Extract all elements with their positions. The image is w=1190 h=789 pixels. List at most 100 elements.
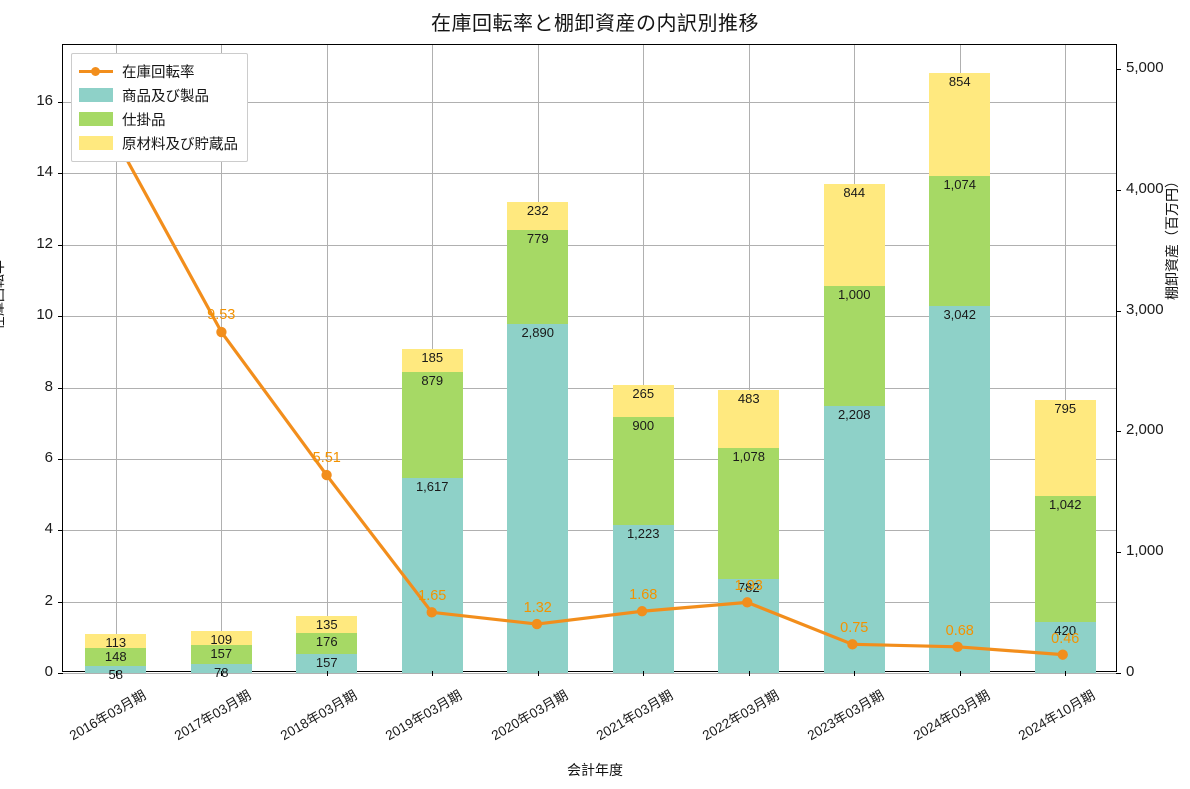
y-axis-left-tick-label: 12: [36, 234, 53, 252]
gridline-horizontal: [63, 673, 1116, 674]
bar-data-label: 1,074: [943, 176, 976, 192]
bar-data-label: 1,078: [732, 449, 765, 465]
x-axis-tick-label: 2023年03月期: [805, 687, 887, 744]
y-axis-left-tick-label: 0: [44, 663, 53, 680]
legend-color-swatch: [79, 88, 113, 102]
y-axis-left-tick-label: 8: [44, 377, 53, 395]
bar-segment: [296, 654, 358, 673]
x-axis-tick-label: 2024年10月期: [1016, 687, 1098, 744]
legend-item[interactable]: 在庫回転率: [79, 59, 238, 83]
x-tick-mark: [115, 671, 117, 676]
bar-data-label: 265: [632, 385, 655, 401]
y-axis-left-tick-label: 6: [44, 448, 53, 466]
legend-item[interactable]: 仕掛品: [79, 107, 238, 131]
x-tick-mark: [221, 671, 223, 676]
bar-data-label: 232: [526, 202, 549, 218]
y-right-tick-mark: [1116, 673, 1121, 674]
y-right-tick-mark: [1116, 310, 1121, 312]
x-tick-mark: [748, 671, 750, 676]
y-axis-right-tick-label: 3,000: [1126, 300, 1164, 318]
bar-data-label: 157: [210, 645, 233, 661]
bar-segment: [612, 416, 674, 526]
x-axis-label: 会計年度: [567, 762, 623, 778]
line-data-label: 0.46: [1051, 630, 1080, 647]
y-axis-right-tick-label: 1,000: [1126, 542, 1164, 560]
legend-item[interactable]: 原材料及び貯蔵品: [79, 131, 238, 155]
gridline-horizontal: [63, 102, 1116, 104]
line-path: [114, 138, 1065, 657]
bar-data-label: 795: [1054, 401, 1077, 417]
y-left-tick-mark: [58, 102, 63, 104]
bar-data-label: 900: [632, 417, 655, 433]
bar-data-label: 2,208: [837, 407, 871, 423]
chart-legend: 在庫回転率商品及び製品 仕掛品原材料及び貯蔵品: [71, 53, 248, 162]
y-right-tick-mark: [1116, 69, 1121, 71]
bar-data-label: 135: [315, 617, 338, 633]
x-axis-tick-label: 2019年03月期: [383, 687, 465, 744]
line-data-label: 1.32: [523, 599, 552, 616]
y-axis-right-tick-label: 2,000: [1126, 421, 1164, 439]
bar-data-label: 148: [104, 649, 127, 665]
y-right-tick-mark: [1116, 552, 1121, 554]
legend-item-label: 仕掛品: [122, 112, 166, 129]
bar-data-label: 58: [85, 667, 146, 682]
bar-data-label: 879: [421, 372, 444, 388]
bar-segment: [929, 305, 991, 673]
x-axis-tick-label: 2020年03月期: [488, 687, 571, 744]
x-axis-tick-label: 2021年03月期: [594, 687, 676, 744]
x-tick-mark: [854, 671, 856, 676]
x-axis-tick-label: 2016年03月期: [66, 687, 149, 744]
y-left-tick-mark: [58, 387, 63, 389]
line-data-label: 0.68: [945, 622, 974, 639]
bar-data-label: 78: [191, 665, 252, 680]
y-axis-left-tick-label: 2: [44, 591, 53, 609]
line-data-label: 5.51: [312, 450, 341, 467]
legend-item-label: 在庫回転率: [122, 64, 195, 81]
y-axis-right-tick-label: 0: [1126, 663, 1135, 680]
x-tick-mark: [959, 671, 961, 676]
y-left-tick-mark: [58, 458, 63, 460]
bar-segment: [190, 663, 252, 673]
x-tick-mark: [432, 671, 434, 676]
legend-color-swatch: [79, 136, 113, 150]
y-right-tick-mark: [1116, 189, 1121, 191]
bar-data-label: 1,042: [1048, 497, 1082, 513]
x-axis-tick-label: 2022年03月期: [699, 687, 782, 744]
bar-data-label: 844: [843, 184, 866, 200]
bar-data-label: 854: [948, 73, 971, 89]
line-data-label: 9.53: [207, 306, 236, 323]
bar-segment: [507, 323, 569, 673]
bar-segment: [85, 665, 147, 673]
legend-item-label: 商品及び製品: [122, 88, 209, 105]
x-tick-mark: [1065, 671, 1067, 676]
x-tick-mark: [643, 671, 645, 676]
x-tick-mark: [537, 671, 539, 676]
y-left-tick-mark: [58, 173, 63, 175]
y-axis-right-tick-label: 4,000: [1126, 179, 1164, 197]
x-axis-tick-label: 2017年03月期: [172, 687, 254, 744]
y-left-tick-mark: [58, 316, 63, 318]
y-left-tick-mark: [58, 673, 63, 674]
y-axis-right-tick-label: 5,000: [1126, 59, 1164, 77]
bar-data-label: 1,000: [837, 286, 871, 302]
line-data-label: 1.93: [734, 578, 763, 595]
line-data-label: 0.75: [840, 620, 869, 637]
bar-data-label: 109: [210, 632, 233, 648]
y-right-tick-mark: [1116, 431, 1121, 433]
bar-data-label: 1,617: [415, 478, 449, 494]
bar-data-label: 185: [421, 350, 444, 366]
x-tick-mark: [326, 671, 328, 676]
bar-segment: [401, 477, 463, 673]
y-left-tick-mark: [58, 244, 63, 246]
bar-data-label: 113: [105, 635, 127, 651]
gridline-vertical: [1065, 45, 1067, 671]
bar-data-label: 3,042: [943, 306, 976, 322]
bar-data-label: 176: [315, 633, 338, 649]
legend-item-label: 原材料及び貯蔵品: [122, 136, 238, 153]
bar-segment: [823, 285, 885, 407]
legend-item[interactable]: 商品及び製品: [79, 83, 238, 107]
legend-line-marker-icon: [79, 64, 113, 78]
bar-data-label: 2,890: [521, 324, 554, 340]
x-axis-tick-label: 2024年03月期: [910, 687, 993, 744]
